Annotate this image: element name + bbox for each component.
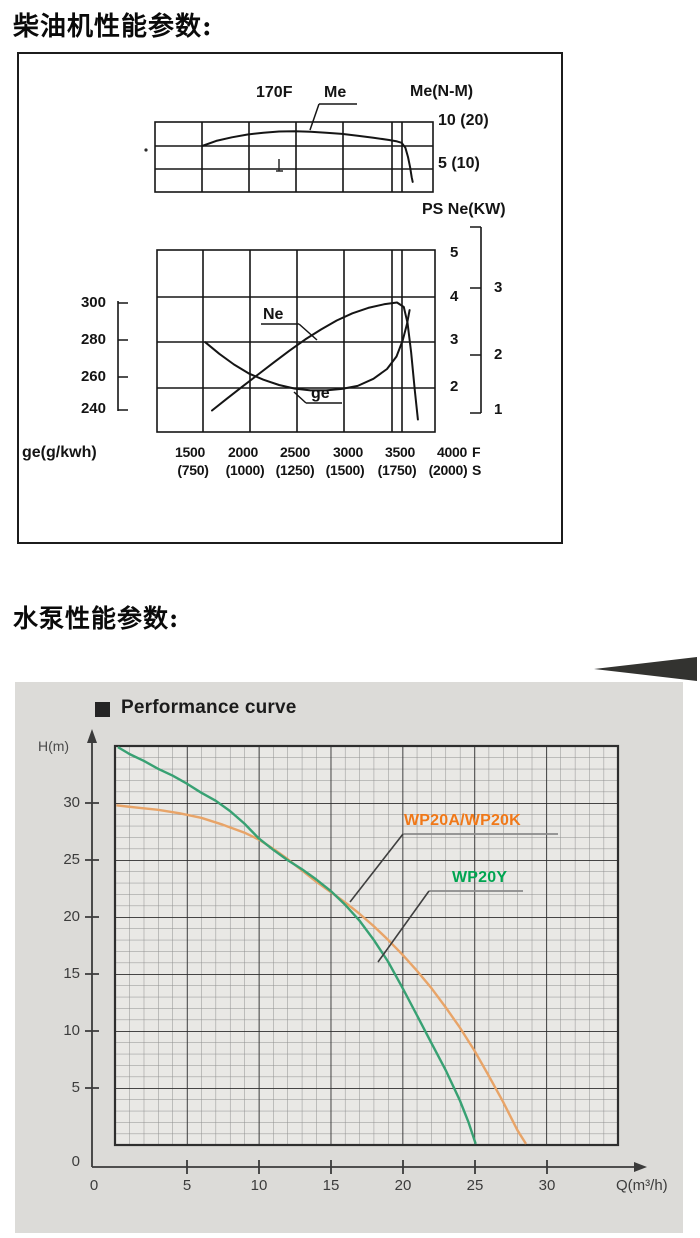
- wp20a-curve: [116, 804, 528, 1145]
- me-axis-label: Me(N-M): [410, 83, 474, 100]
- ge-axis-label: ge(g/kwh): [22, 444, 97, 461]
- q-tick: 15: [322, 1177, 340, 1194]
- q-tick: 20: [394, 1177, 412, 1194]
- diesel-leader-lines: [261, 103, 357, 404]
- h-tick: 25: [63, 851, 80, 868]
- pump-grid: [113, 744, 620, 1147]
- kw-tick: 2: [494, 346, 503, 363]
- rpm-tick: 2500: [280, 444, 310, 460]
- me-axis-tick: 10 (20): [438, 112, 489, 129]
- ps-tick: 4: [450, 288, 459, 305]
- scan-artifacts: [144, 148, 283, 172]
- ge-tick: 240: [80, 400, 106, 417]
- q-tick: 10: [250, 1177, 268, 1194]
- me-curve-label: Me: [324, 84, 347, 101]
- h-tick: 5: [71, 1079, 80, 1096]
- wp20y-series-label: WP20Y: [452, 869, 508, 886]
- ge-tick: 300: [80, 294, 106, 311]
- x-axis-arrow-icon: [634, 1162, 647, 1172]
- pump-leader-lines: [349, 833, 558, 963]
- h-tick: 15: [63, 965, 80, 982]
- rpm-tick-alt: (1000): [225, 462, 265, 478]
- rpm-tick-alt: (750): [177, 462, 209, 478]
- q-tick: 25: [466, 1177, 484, 1194]
- rpm-tick-alt: (1750): [377, 462, 417, 478]
- pump-y-axis-label: H(m): [38, 738, 70, 754]
- diesel-curves: [201, 130, 419, 421]
- page-curl-artifact: [594, 657, 697, 681]
- ge-curve-label: ge: [311, 385, 330, 402]
- rpm-tick-alt: (1250): [275, 462, 315, 478]
- h-tick: 30: [63, 794, 80, 811]
- me-axis-tick: 5 (10): [438, 155, 480, 172]
- ge-tick: 280: [80, 331, 106, 348]
- me-curve: [201, 130, 414, 183]
- pump-section-title: 水泵性能参数:: [13, 604, 180, 633]
- rpm-tick: 4000: [437, 444, 467, 460]
- h-tick: 10: [63, 1022, 80, 1039]
- rpm-tick: 1500: [175, 444, 205, 460]
- diesel-section-title: 柴油机性能参数:: [13, 12, 213, 42]
- wp20a-series-label: WP20A/WP20K: [404, 812, 521, 829]
- kw-tick: 1: [494, 401, 503, 418]
- q-tick: 30: [538, 1177, 556, 1194]
- ps-tick: 2: [450, 378, 459, 395]
- diesel-figure-frame: [17, 52, 563, 544]
- kw-tick: 3: [494, 279, 503, 296]
- pump-axes: [85, 736, 638, 1174]
- ps-tick: 3: [450, 331, 459, 348]
- ps-tick: 5: [450, 244, 459, 261]
- kw-axis-bracket: [470, 226, 482, 414]
- rpm-tick-alt: (2000): [428, 462, 468, 478]
- rpm-tick: 3000: [333, 444, 363, 460]
- pump-chart-heading: Performance curve: [121, 697, 297, 718]
- q-tick: 0: [89, 1177, 99, 1194]
- heading-square-icon: [95, 702, 110, 717]
- wp20y-curve: [117, 746, 477, 1145]
- rpm-tick: 3500: [385, 444, 415, 460]
- engine-model-label: 170F: [256, 84, 293, 101]
- pump-x-axis-label: Q(m³/h): [616, 1177, 668, 1194]
- rpm-row-flag: S: [472, 462, 482, 478]
- diesel-me-grid: [154, 121, 434, 193]
- ge-axis-bracket: [117, 301, 128, 411]
- rpm-tick-alt: (1500): [325, 462, 365, 478]
- diesel-power-grid: [156, 249, 436, 433]
- rpm-row-flag: F: [472, 444, 481, 460]
- rpm-tick: 2000: [228, 444, 258, 460]
- h-tick: 0: [71, 1153, 80, 1170]
- ge-tick: 260: [80, 368, 106, 385]
- h-tick: 20: [63, 908, 80, 925]
- ge-curve: [204, 309, 411, 392]
- power-axis-label: PS Ne(KW): [422, 201, 506, 218]
- y-axis-arrow-icon: [87, 729, 97, 743]
- ne-curve-label: Ne: [263, 306, 284, 323]
- q-tick: 5: [182, 1177, 192, 1194]
